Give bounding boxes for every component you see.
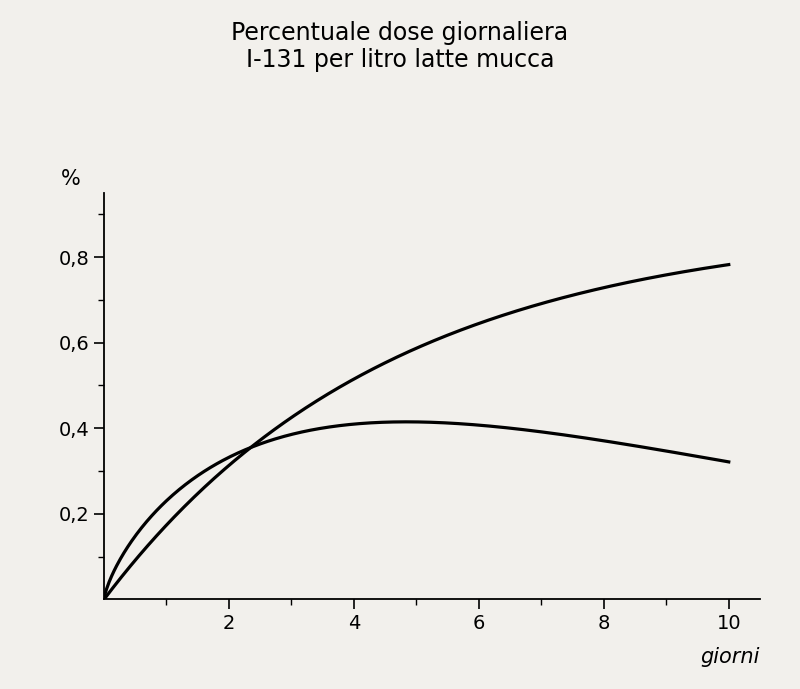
Text: Percentuale dose giornaliera
I-131 per litro latte mucca: Percentuale dose giornaliera I-131 per l… (231, 21, 569, 72)
X-axis label: giorni: giorni (701, 647, 760, 667)
Text: %: % (62, 169, 81, 189)
